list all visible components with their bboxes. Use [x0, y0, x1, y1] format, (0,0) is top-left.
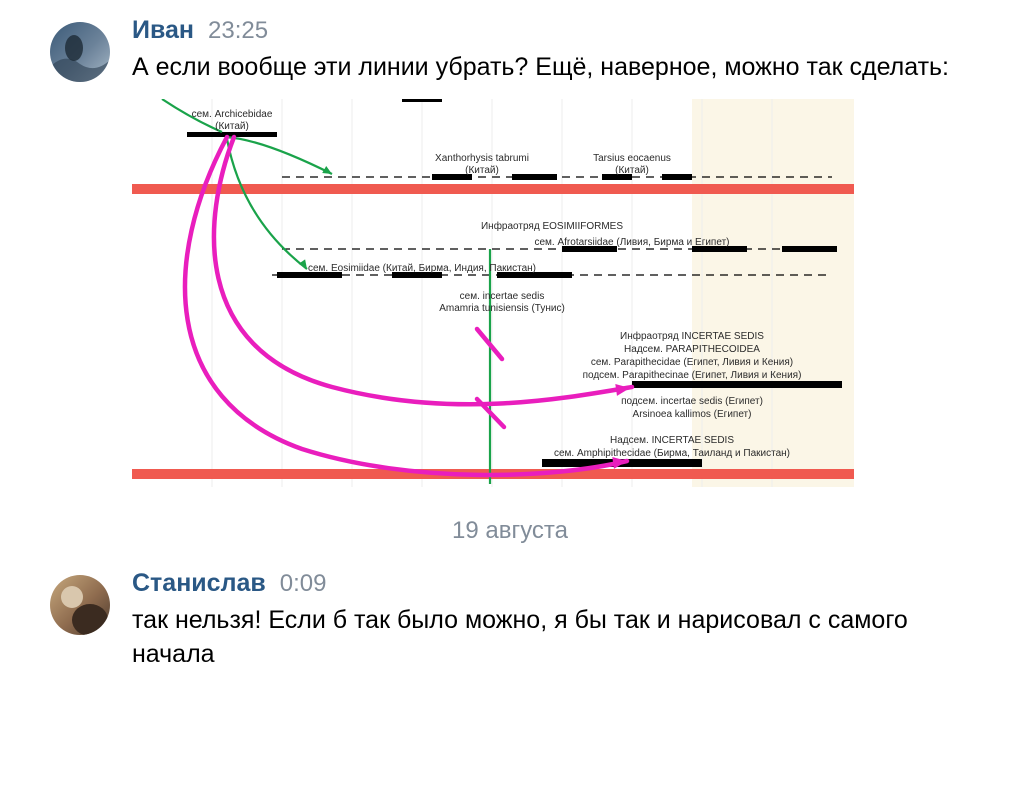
svg-text:сем. Amphipithecidae (Бирма, Т: сем. Amphipithecidae (Бирма, Таиланд и П… — [554, 448, 790, 459]
svg-text:сем. Archicebidae: сем. Archicebidae — [192, 109, 273, 120]
avatar-image — [50, 575, 110, 635]
svg-text:Инфраотряд INCERTAE SEDIS: Инфраотряд INCERTAE SEDIS — [620, 330, 764, 342]
svg-text:сем. Eosimiidae (Китай, Бирма,: сем. Eosimiidae (Китай, Бирма, Индия, Па… — [308, 263, 536, 274]
svg-text:Amamria tunisiensis (Тунис): Amamria tunisiensis (Тунис) — [439, 303, 565, 314]
author-name[interactable]: Иван — [132, 16, 194, 45]
svg-text:подсем. incertae sedis (Египет: подсем. incertae sedis (Египет) — [621, 396, 763, 407]
message-header: Станислав 0:09 — [132, 569, 980, 598]
date-separator: 19 августа — [0, 517, 1020, 545]
svg-text:(Китай): (Китай) — [465, 165, 499, 176]
svg-text:Arsinoea kallimos (Египет): Arsinoea kallimos (Египет) — [633, 409, 752, 420]
message-body: Иван 23:25 А если вообще эти линии убрат… — [132, 16, 980, 487]
svg-text:Надсем. INCERTAE SEDIS: Надсем. INCERTAE SEDIS — [610, 435, 734, 446]
svg-text:Надсем. PARAPITHECOIDEA: Надсем. PARAPITHECOIDEA — [624, 344, 760, 355]
avatar[interactable] — [50, 22, 110, 82]
svg-text:(Китай): (Китай) — [215, 121, 249, 132]
svg-text:сем. Parapithecidae (Египет,: сем. Parapithecidae (Египет, Ливия и Кен… — [591, 357, 793, 368]
avatar-image — [50, 22, 110, 82]
svg-text:сем. incertae sedis: сем. incertae sedis — [460, 291, 545, 302]
svg-text:Tarsius eocaenus: Tarsius eocaenus — [593, 153, 671, 164]
message-time: 23:25 — [208, 17, 268, 45]
message-body: Станислав 0:09 так нельзя! Если б так бы… — [132, 569, 980, 672]
svg-text:Xanthorhysis tabrumi: Xanthorhysis tabrumi — [435, 153, 529, 164]
message-header: Иван 23:25 — [132, 16, 980, 45]
message: Иван 23:25 А если вообще эти линии убрат… — [0, 16, 1020, 487]
avatar[interactable] — [50, 575, 110, 635]
diagram-svg: сем. Archicebidae(Китай)Xanthorhysis tab… — [132, 99, 854, 487]
author-name[interactable]: Станислав — [132, 569, 266, 598]
svg-text:сем. Afrotarsiidae (Ливия, Бир: сем. Afrotarsiidae (Ливия, Бирма и Египе… — [534, 237, 729, 248]
message-text: так нельзя! Если б так было можно, я бы … — [132, 604, 980, 672]
message-time: 0:09 — [280, 570, 327, 598]
message: Станислав 0:09 так нельзя! Если б так бы… — [0, 569, 1020, 672]
message-text: А если вообще эти линии убрать? Ещё, нав… — [132, 51, 980, 85]
svg-text:подсем. Parapithecinae (Египет: подсем. Parapithecinae (Египет, Ливия и … — [583, 370, 802, 381]
right-tint — [692, 99, 854, 487]
svg-text:Инфраотряд EOSIMIIFORMES: Инфраотряд EOSIMIIFORMES — [481, 220, 623, 232]
image-attachment[interactable]: сем. Archicebidae(Китай)Xanthorhysis tab… — [132, 99, 854, 487]
svg-text:(Китай): (Китай) — [615, 165, 649, 176]
